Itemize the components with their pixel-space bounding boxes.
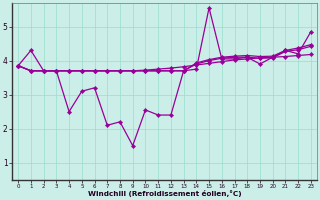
X-axis label: Windchill (Refroidissement éolien,°C): Windchill (Refroidissement éolien,°C) [88, 190, 241, 197]
